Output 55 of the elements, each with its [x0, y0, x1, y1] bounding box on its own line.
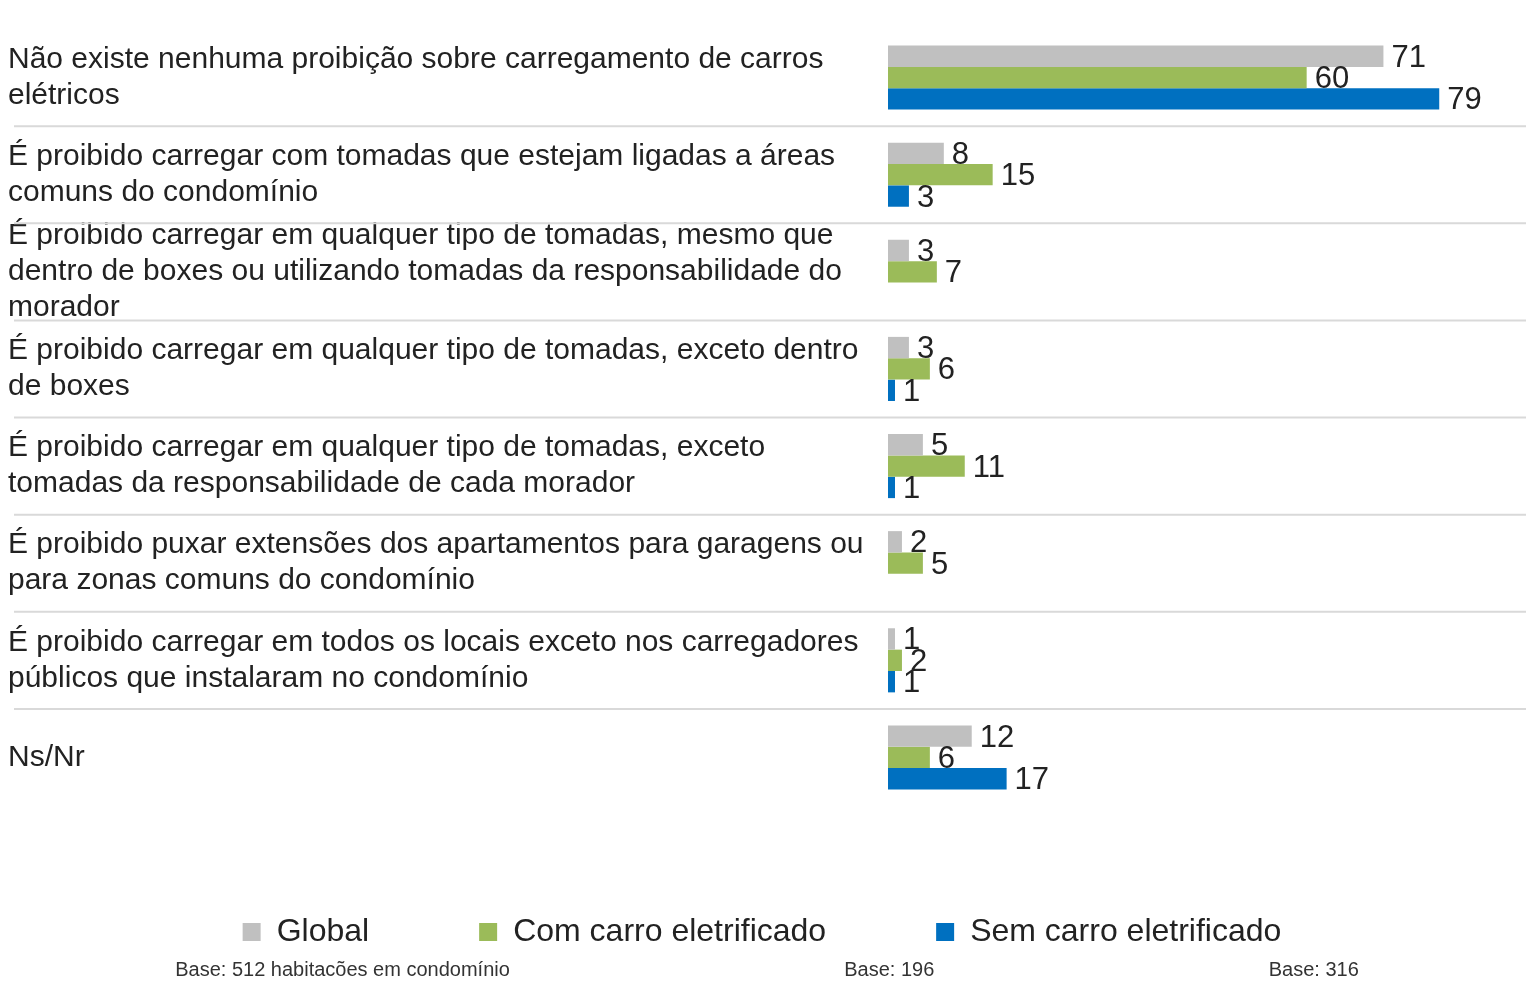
data-label: 2	[909, 524, 928, 560]
bar	[888, 185, 909, 207]
data-label: 3	[916, 178, 935, 214]
y-tick-label: É proibido carregar em qualquer tipo de tomadas, mesmo que dentro de boxes ou utilizando tomadas da responsabilidade do morador	[8, 217, 842, 323]
bar	[888, 671, 895, 693]
data-label: 8	[951, 135, 970, 171]
bar	[888, 725, 972, 747]
y-tick-label: É proibido carregar em qualquer tipo de tomadas, exceto tomadas da responsabilidade de cada morador	[8, 429, 766, 499]
y-tick-label: É proibido carregar com tomadas que estejam ligadas a áreas comuns do condomínio	[8, 137, 836, 207]
bar	[888, 476, 895, 499]
data-label: 79	[1447, 81, 1482, 117]
bar	[888, 261, 937, 283]
text: Base: 196	[844, 958, 935, 981]
bar	[888, 45, 1384, 67]
data-label: 71	[1391, 38, 1426, 74]
legend-label: Com carro eletrificado	[513, 911, 827, 948]
data-label: 7	[944, 254, 963, 290]
y-tick-label: Ns/Nr	[8, 738, 85, 772]
bar	[888, 358, 930, 380]
data-label: 3	[916, 330, 935, 366]
bar	[888, 164, 993, 186]
legend-label: Global	[276, 911, 370, 948]
data-label: 1	[902, 372, 921, 408]
text: Base: 316	[1268, 958, 1359, 981]
bar	[888, 66, 1307, 89]
data-label: 11	[972, 448, 1005, 484]
data-label: 1	[902, 469, 921, 505]
bar	[888, 379, 895, 401]
data-label: 6	[937, 351, 956, 387]
bar	[888, 649, 902, 671]
bar	[888, 434, 923, 456]
bar	[888, 768, 1007, 790]
y-tick-label: É proibido puxar extensões dos apartamentos para garagens ou para zonas comuns do condomínio	[8, 526, 864, 596]
bar	[888, 455, 965, 477]
data-label: 5	[930, 545, 949, 581]
data-label: 60	[1314, 60, 1350, 96]
y-tick-label: Não existe nenhuma proibição sobre carregamento de carros elétricos	[8, 40, 824, 110]
bar	[888, 88, 1440, 110]
bar	[888, 628, 895, 650]
y-tick-label: É proibido carregar em qualquer tipo de tomadas, exceto dentro de boxes	[8, 332, 859, 402]
data-label: 12	[979, 718, 1015, 754]
data-label: 15	[1000, 157, 1036, 193]
data-label: 17	[1014, 761, 1050, 797]
bar	[888, 531, 902, 553]
bar	[888, 336, 909, 359]
text: Base: 512 habitacões em condomínio	[175, 958, 510, 981]
y-tick-label: É proibido carregar em todos os locais exceto nos carregadores públicos que instalaram no condomínio	[8, 623, 859, 693]
bar	[888, 552, 923, 574]
data-label: 6	[937, 739, 956, 775]
bar	[888, 239, 909, 262]
bar	[888, 746, 930, 769]
data-label: 3	[916, 232, 935, 268]
bar	[888, 142, 944, 164]
legend-label: Sem carro eletrificado	[970, 911, 1282, 948]
data-label: 5	[930, 427, 949, 463]
